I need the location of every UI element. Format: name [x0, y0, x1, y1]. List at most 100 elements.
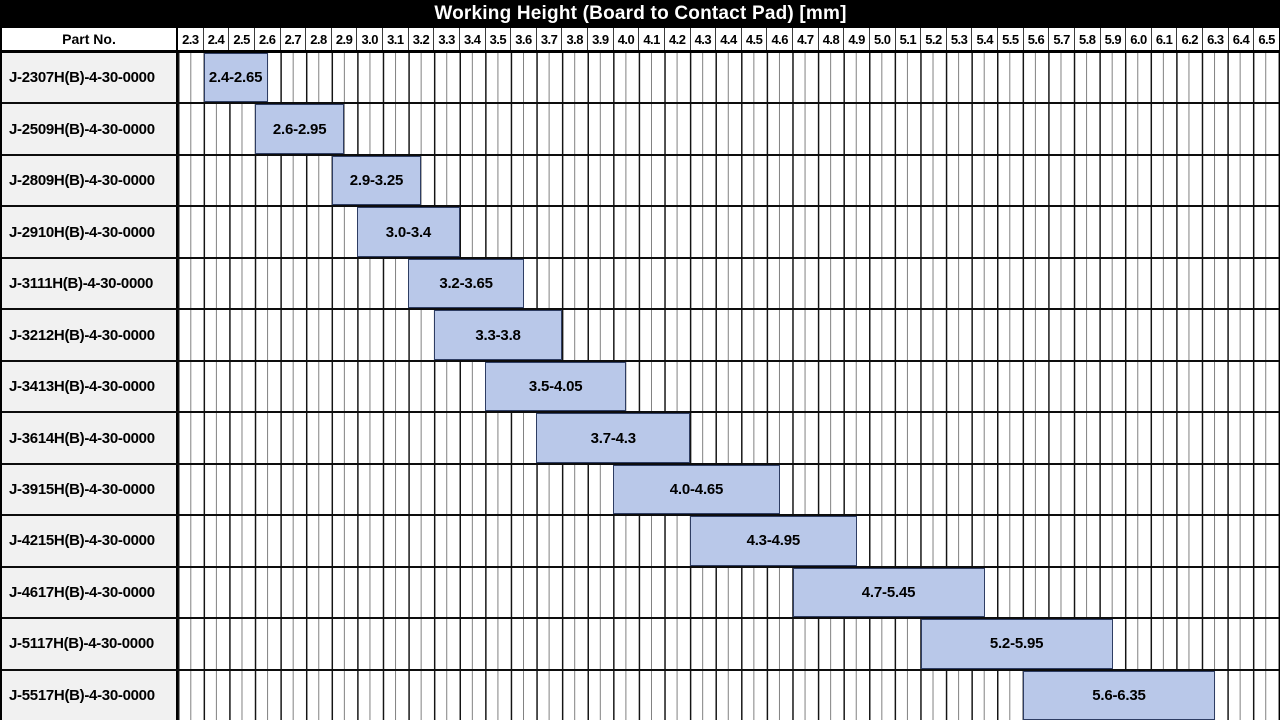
- working-height-range-label: 3.3-3.8: [475, 326, 521, 344]
- axis-tick-label: 3.3: [433, 28, 459, 50]
- table-row: J-3212H(B)-4-30-0000 3.3-3.8: [2, 308, 1279, 360]
- axis-tick-label: 5.8: [1073, 28, 1100, 50]
- working-height-range-label: 2.9-3.25: [349, 172, 404, 190]
- working-height-bar: 3.7-4.3: [536, 413, 691, 463]
- working-height-bar: 2.9-3.25: [331, 155, 422, 206]
- working-height-track: 3.5-4.05: [178, 361, 1279, 412]
- table-row: J-3111H(B)-4-30-0000 3.2-3.65: [2, 256, 1279, 309]
- axis-tick-label: 3.5: [484, 28, 511, 50]
- axis-tick-label: 3.7: [535, 28, 562, 50]
- axis-tick-label: 4.0: [612, 28, 639, 50]
- working-height-bar: 2.4-2.65: [203, 53, 268, 103]
- chart-title: Working Height (Board to Contact Pad) [m…: [2, 0, 1279, 28]
- axis-tick-label: 3.4: [458, 28, 485, 50]
- table-row: J-4215H(B)-4-30-0000 4.3-4.95: [2, 514, 1279, 566]
- working-height-range-label: 5.6-6.35: [1092, 686, 1146, 704]
- working-height-bar: 2.6-2.95: [254, 104, 345, 154]
- axis-tick-label: 3.1: [382, 28, 408, 50]
- axis-tick-label: 5.6: [1022, 28, 1049, 50]
- working-height-range-label: 2.4-2.65: [208, 69, 263, 87]
- axis-tick-label: 3.2: [407, 28, 434, 50]
- working-height-bar: 4.7-5.45: [792, 567, 985, 618]
- axis-tick-label: 4.5: [740, 28, 767, 50]
- axis-tick-label: 6.4: [1227, 28, 1254, 50]
- axis-tick-label: 2.6: [253, 28, 280, 50]
- axis-tick-label: 5.1: [894, 28, 921, 50]
- axis-tick-label: 5.0: [868, 28, 895, 50]
- table-row: J-3413H(B)-4-30-0000 3.5-4.05: [2, 359, 1279, 412]
- axis-tick-label: 2.4: [202, 28, 229, 50]
- axis-tick-label: 4.6: [766, 28, 792, 50]
- working-height-track: 4.3-4.95: [178, 516, 1279, 566]
- part-number-cell: J-2809H(B)-4-30-0000: [2, 155, 178, 206]
- working-height-range-label: 2.6-2.95: [272, 120, 327, 138]
- axis-header-row: Part No. 2.3 2.4 2.5 2.6 2.7 2.8 2.9 3.0 3.1 3.2 3…: [2, 28, 1279, 53]
- axis-tick-label: 5.5: [997, 28, 1023, 50]
- working-height-track: 2.9-3.25: [178, 155, 1279, 206]
- table-row: J-5517H(B)-4-30-0000 5.6-6.35: [2, 668, 1279, 720]
- axis-tick-label: 4.8: [817, 28, 844, 50]
- table-row: J-3614H(B)-4-30-0000 3.7-4.3: [2, 411, 1279, 463]
- working-height-bar: 5.6-6.35: [1022, 670, 1215, 720]
- table-row: J-5117H(B)-4-30-0000 5.2-5.95: [2, 617, 1279, 669]
- working-height-track: 2.4-2.65: [178, 53, 1279, 103]
- part-number-cell: J-4617H(B)-4-30-0000: [2, 567, 178, 618]
- working-height-bar: 4.3-4.95: [690, 516, 857, 566]
- axis-tick-label: 4.9: [843, 28, 869, 50]
- working-height-range-label: 4.7-5.45: [861, 583, 916, 601]
- axis-tick-label: 4.4: [715, 28, 741, 50]
- part-number-cell: J-2307H(B)-4-30-0000: [2, 53, 178, 103]
- working-height-track: 3.3-3.8: [178, 310, 1279, 360]
- part-number-cell: J-3915H(B)-4-30-0000: [2, 464, 178, 515]
- table-row: J-2910H(B)-4-30-0000 3.0-3.4: [2, 205, 1279, 257]
- axis-tick-label: 5.9: [1099, 28, 1126, 50]
- part-number-cell: J-3413H(B)-4-30-0000: [2, 361, 178, 412]
- axis-tick-label: 4.7: [792, 28, 818, 50]
- axis-tick-label: 6.0: [1125, 28, 1151, 50]
- working-height-range-label: 3.5-4.05: [528, 378, 583, 396]
- axis-tick-label: 5.3: [945, 28, 972, 50]
- axis-tick-label: 3.9: [587, 28, 613, 50]
- working-height-bar: 4.0-4.65: [613, 464, 780, 515]
- axis-tick-label: 3.0: [356, 28, 382, 50]
- working-height-bar: 3.2-3.65: [408, 258, 524, 309]
- axis-tick-label: 6.5: [1253, 28, 1279, 50]
- working-height-range-label: 3.0-3.4: [385, 223, 432, 241]
- axis-tick-label: 6.1: [1150, 28, 1177, 50]
- working-height-track: 4.7-5.45: [178, 567, 1279, 618]
- table-row: J-2809H(B)-4-30-0000 2.9-3.25: [2, 153, 1279, 206]
- axis-tick-label: 4.1: [638, 28, 664, 50]
- axis-tick-label: 2.3: [182, 31, 199, 47]
- working-height-track: 2.6-2.95: [178, 104, 1279, 154]
- part-number-cell: J-3614H(B)-4-30-0000: [2, 413, 178, 463]
- part-number-cell: J-4215H(B)-4-30-0000: [2, 516, 178, 566]
- axis-tick-label: 5.7: [1048, 28, 1074, 50]
- working-height-track: 3.2-3.65: [178, 258, 1279, 309]
- axis-tick-label: 5.2: [920, 28, 946, 50]
- part-number-cell: J-5117H(B)-4-30-0000: [2, 619, 178, 669]
- axis-tick-label: 2.5: [228, 28, 254, 50]
- part-number-cell: J-2910H(B)-4-30-0000: [2, 207, 178, 257]
- working-height-range-label: 3.7-4.3: [590, 429, 637, 447]
- axis-tick-label: 3.6: [510, 28, 536, 50]
- working-height-range-label: 4.0-4.65: [669, 480, 724, 498]
- table-row: J-2307H(B)-4-30-0000 2.4-2.65: [2, 53, 1279, 103]
- axis-tick-label: 4.3: [689, 28, 716, 50]
- axis-tick-label: 6.3: [1202, 28, 1228, 50]
- axis-tick-label: 2.9: [330, 28, 357, 50]
- working-height-bar: 3.3-3.8: [434, 310, 563, 360]
- part-no-column-header: Part No.: [2, 28, 178, 50]
- tick-row: 2.3 2.4 2.5 2.6 2.7 2.8 2.9 3.0 3.1 3.2 3.3 3.4 3.5 3…: [178, 28, 1279, 50]
- working-height-track: 5.6-6.35: [178, 670, 1279, 720]
- part-number-cell: J-2509H(B)-4-30-0000: [2, 104, 178, 154]
- table-row: J-4617H(B)-4-30-0000 4.7-5.45: [2, 565, 1279, 618]
- table-row: J-3915H(B)-4-30-0000 4.0-4.65: [2, 462, 1279, 515]
- table-row: J-2509H(B)-4-30-0000 2.6-2.95: [2, 102, 1279, 154]
- part-number-cell: J-3111H(B)-4-30-0000: [2, 258, 178, 309]
- part-number-cell: J-5517H(B)-4-30-0000: [2, 670, 178, 720]
- working-height-track: 3.7-4.3: [178, 413, 1279, 463]
- axis-tick-label: 3.8: [561, 28, 587, 50]
- part-number-cell: J-3212H(B)-4-30-0000: [2, 310, 178, 360]
- working-height-track: 3.0-3.4: [178, 207, 1279, 257]
- working-height-track: 5.2-5.95: [178, 619, 1279, 669]
